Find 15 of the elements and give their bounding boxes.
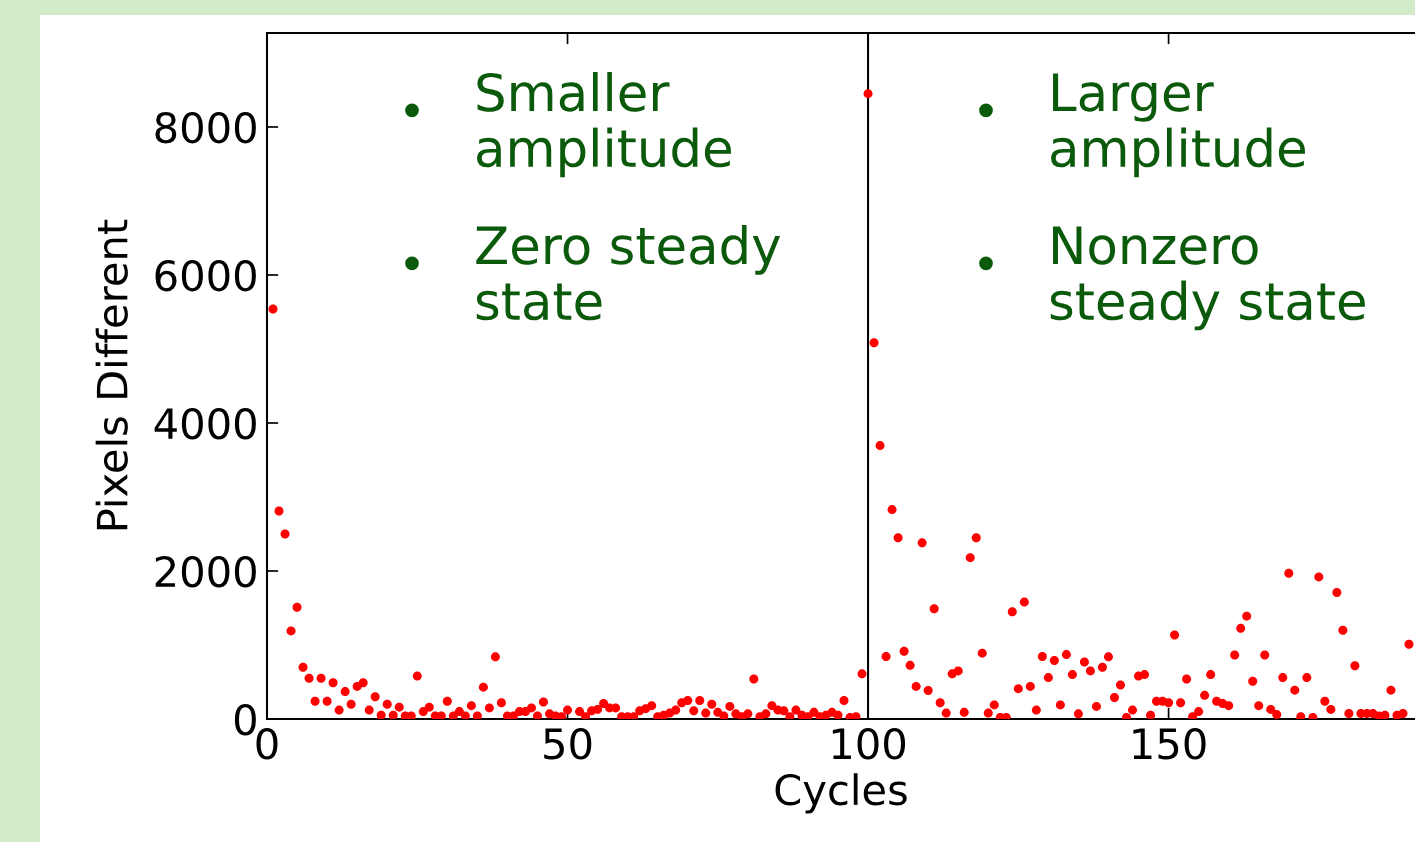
y-tick-label: 0 [234,703,256,736]
x-tick-label: 100 [832,728,906,760]
y-tick-label: 6000 [155,259,256,292]
text: • Zero steady state [405,225,781,321]
text: • Larger amplitude [979,73,1305,178]
x-tick-label: 150 [1133,728,1206,760]
y-tick-label: 2000 [155,555,256,588]
x-tick-label: 50 [544,728,592,760]
x-tick-label: 0 [256,728,278,760]
y-tick-label: 8000 [155,111,256,144]
text: • Nonzero steady state [979,226,1365,331]
y-tick-label: 4000 [154,407,256,440]
y-axis-title: Pixels Different [95,219,128,530]
x-axis-title: Cycles [775,773,907,814]
text: • Smaller amplitude [405,72,731,178]
